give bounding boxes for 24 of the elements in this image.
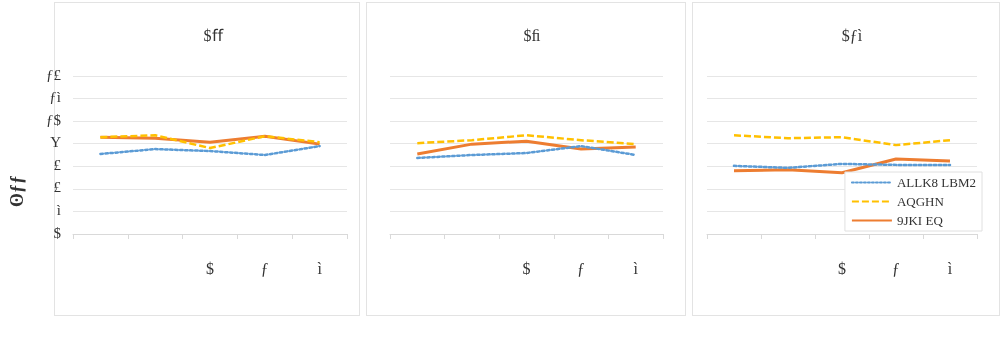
legend-label: ALLK8 LBM2 [896,175,977,190]
text: ƒ$ [46,111,62,128]
text: $ [53,224,62,241]
text: ì [56,201,61,218]
chart-title: $ƒì [841,26,863,44]
text: £ [53,156,62,173]
x-tick-label: $ [206,259,214,277]
chart-title: $ﬁ [523,26,541,44]
x-tick-label: $ [522,259,531,277]
x-tick-label: ì [317,259,323,277]
text: £ [53,179,62,196]
text: ƒ£ [46,66,62,83]
text: ƒì [49,89,61,106]
legend-label: 9JKI EQ [896,213,944,228]
x-tick-label: ƒ [260,259,269,277]
x-tick-label: $ [838,259,846,277]
chart-title: $ﬀ [203,26,224,44]
x-tick-label: ƒ [577,259,586,277]
x-tick-label: ƒ [892,259,900,277]
text: Y [50,134,62,151]
x-tick-label: ì [633,259,639,277]
x-tick-label: ì [947,259,953,277]
y-axis-title: ʘƒƒ [7,174,27,207]
legend-label: AQGHN [896,194,945,209]
